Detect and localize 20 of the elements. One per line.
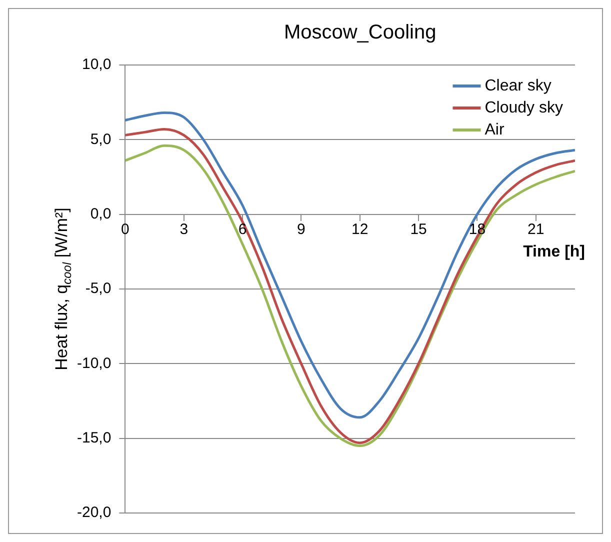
x-tick-label: 9: [297, 220, 306, 238]
x-axis-title: Time [h]: [523, 244, 585, 261]
y-axis-title: Heat flux, qcool [W/m²]: [52, 208, 74, 370]
y-tick-label: 0,0: [90, 205, 112, 222]
x-tick-label: 0: [121, 220, 130, 238]
y-tick-label: 5,0: [90, 130, 112, 148]
y-tick-label: -10,0: [76, 354, 112, 372]
x-tick-label: 12: [352, 220, 368, 238]
x-tick-label: 6: [238, 220, 247, 238]
chart-title: Moscow_Cooling: [284, 22, 436, 44]
x-tick-label: 3: [180, 220, 188, 238]
x-tick-label: 15: [410, 220, 427, 238]
y-tick-label: -20,0: [76, 504, 112, 522]
legend-label: Air: [484, 121, 505, 138]
y-tick-label: 10,0: [82, 56, 112, 74]
y-tick-label: -5,0: [85, 280, 112, 298]
y-tick-label: -15,0: [76, 429, 112, 446]
x-tick-label: 21: [528, 220, 544, 238]
legend-label: Clear sky: [484, 77, 552, 94]
legend-label: Cloudy sky: [484, 99, 563, 116]
